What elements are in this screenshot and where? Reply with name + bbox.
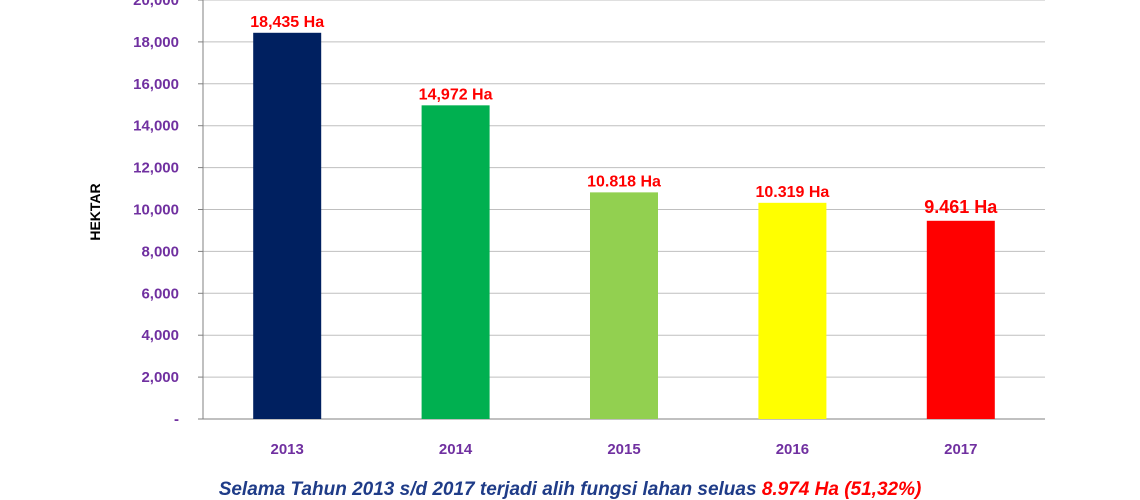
- bar: [758, 202, 827, 419]
- bar: [421, 105, 490, 419]
- y-tick-label: 12,000: [133, 160, 179, 177]
- x-tick-label: 2016: [776, 441, 809, 458]
- y-tick-label: -: [174, 411, 179, 428]
- caption: Selama Tahun 2013 s/d 2017 terjadi alih …: [0, 479, 1140, 500]
- x-tick-label: 2017: [944, 441, 977, 458]
- y-tick-label: 6,000: [141, 285, 179, 302]
- x-tick-label: 2014: [439, 441, 473, 458]
- bars: [253, 32, 995, 420]
- y-tick-labels: - 2,000 4,000 6,000 8,000 10,000 12,000 14,000 1…: [133, 0, 179, 428]
- y-axis-label: HEKTAR: [87, 183, 103, 240]
- bar: [926, 220, 995, 419]
- y-tick-label: 8,000: [141, 243, 179, 260]
- y-tick-label: 20,000: [133, 0, 179, 9]
- y-tick-label: 18,000: [133, 34, 179, 51]
- data-labels: 18,435 Ha 14,972 Ha 10.818 Ha 10.319 Ha 9.46…: [250, 14, 998, 217]
- x-tick-label: 2015: [607, 441, 640, 458]
- caption-highlight: 8.974 Ha (51,32%): [761, 479, 922, 500]
- bar: [590, 192, 658, 419]
- y-tick-label: 4,000: [141, 327, 179, 344]
- data-label: 10.319 Ha: [755, 184, 829, 201]
- y-tick-label: 14,000: [133, 118, 179, 135]
- data-label: 9.461 Ha: [924, 197, 998, 217]
- data-label: 14,972 Ha: [419, 86, 493, 103]
- x-tick-labels: 2013 2014 2015 2016 2017: [271, 441, 978, 458]
- y-tick-label: 2,000: [141, 369, 179, 386]
- caption-text: Selama Tahun 2013 s/d 2017 terjadi alih …: [218, 479, 762, 500]
- data-label: 18,435 Ha: [250, 14, 324, 31]
- y-tick-label: 16,000: [133, 76, 179, 93]
- data-label: 10.818 Ha: [587, 173, 661, 190]
- y-tick-label: 10,000: [133, 202, 179, 219]
- x-tick-label: 2013: [271, 441, 304, 458]
- bar: [253, 32, 322, 420]
